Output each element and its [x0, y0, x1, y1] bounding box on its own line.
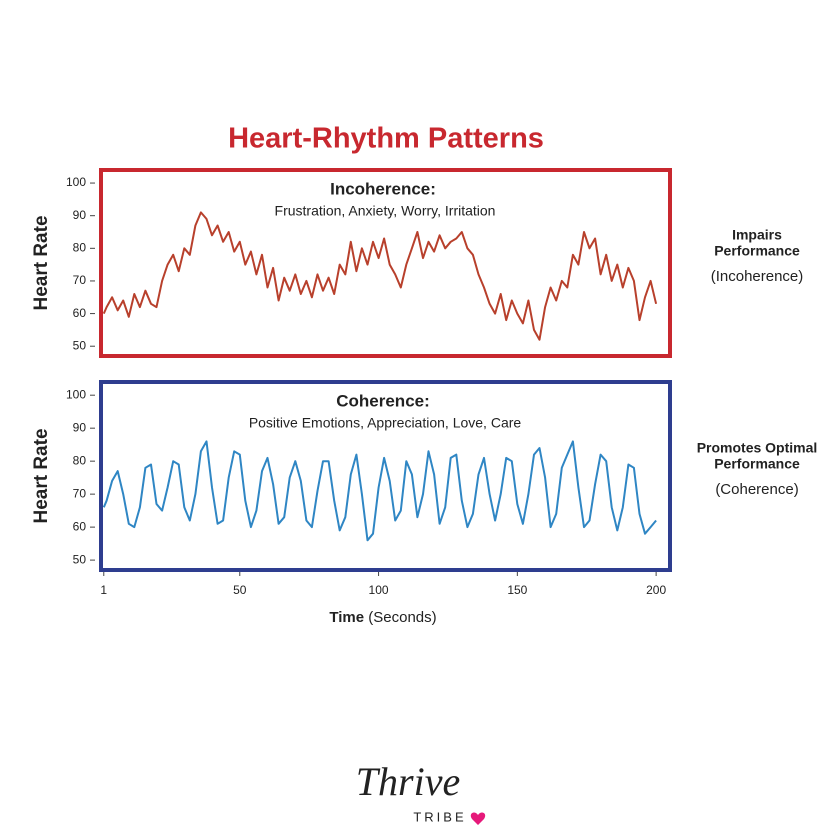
x-tick-label: 200: [646, 583, 666, 597]
y-tick-label: 60: [73, 306, 87, 320]
panel-subtitle: Frustration, Anxiety, Worry, Irritation: [275, 203, 496, 219]
x-tick-label: 100: [369, 583, 389, 597]
x-axis-label: Time (Seconds): [329, 609, 436, 626]
page-title: Heart-Rhythm Patterns: [228, 123, 544, 155]
y-tick-label: 90: [73, 420, 87, 434]
y-tick-label: 70: [73, 486, 87, 500]
logo-name: Thrive: [356, 759, 460, 804]
y-tick-label: 90: [73, 208, 87, 222]
annotation: Performance: [714, 243, 800, 259]
x-label-unit: (Seconds): [368, 609, 436, 626]
x-tick-label: 50: [233, 583, 247, 597]
annotation: Impairs: [732, 227, 782, 243]
x-tick-label: 150: [507, 583, 527, 597]
y-tick-label: 60: [73, 519, 87, 533]
heart-rate-line: [102, 440, 657, 542]
logo-heart: [470, 812, 486, 825]
y-tick-label: 80: [73, 453, 87, 467]
x-tick-label: 1: [100, 583, 107, 597]
y-tick-label: 70: [73, 273, 87, 287]
y-tick-label: 50: [73, 552, 87, 566]
panel-frame: [99, 380, 672, 572]
panel-title: Incoherence:: [330, 179, 436, 198]
y-tick-label: 100: [66, 387, 86, 401]
annotation: Performance: [714, 456, 800, 472]
annotation: Promotes Optimal: [697, 440, 818, 456]
x-label-main: Time: [329, 609, 364, 626]
heart-rate-line: [102, 211, 658, 341]
logo: Thrive TRIBE: [356, 759, 486, 825]
panel-title: Coherence:: [336, 391, 430, 410]
y-tick-label: 100: [66, 175, 86, 189]
panel-subtitle: Positive Emotions, Appreciation, Love, C…: [249, 415, 522, 431]
y-tick-label: 80: [73, 240, 87, 254]
annotation-note: (Coherence): [715, 481, 798, 498]
y-tick-label: 50: [73, 338, 87, 352]
annotation-note: (Incoherence): [711, 268, 804, 285]
panel-frame: [99, 168, 672, 358]
y-axis-label: Heart Rate: [31, 428, 52, 523]
y-axis-label: Heart Rate: [31, 215, 52, 310]
logo-tag: TRIBE: [413, 809, 466, 824]
